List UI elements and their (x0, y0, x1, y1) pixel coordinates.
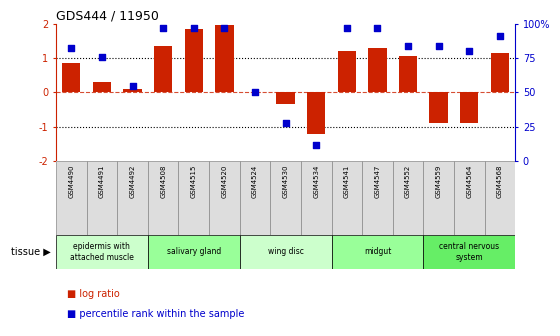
Bar (423, 235, 515, 269)
Bar (423, 161, 454, 235)
Text: GSM4492: GSM4492 (129, 165, 136, 198)
Bar (332, 235, 423, 269)
Text: midgut: midgut (364, 248, 391, 256)
Bar (123, 89, 142, 92)
Bar (491, 53, 509, 92)
Bar (332, 161, 362, 235)
Bar (430, 92, 448, 123)
Point (97, 54, 106, 59)
Bar (270, 161, 301, 235)
Bar (148, 161, 179, 235)
Text: epidermis with
attached muscle: epidermis with attached muscle (70, 242, 134, 262)
Bar (148, 235, 240, 269)
Point (220, 25, 229, 30)
Bar (301, 161, 332, 235)
Point (373, 25, 382, 30)
Bar (117, 161, 148, 235)
Bar (454, 161, 484, 235)
Text: GSM4530: GSM4530 (283, 165, 288, 199)
Text: salivary gland: salivary gland (167, 248, 221, 256)
Text: GSM4524: GSM4524 (252, 165, 258, 198)
Point (434, 43, 443, 48)
Bar (368, 48, 386, 92)
Bar (460, 92, 478, 123)
Point (404, 43, 413, 48)
Bar (338, 51, 356, 92)
Point (158, 25, 167, 30)
Point (250, 90, 259, 95)
Bar (215, 25, 234, 92)
Point (67, 46, 76, 51)
Text: GSM4534: GSM4534 (313, 165, 319, 198)
Text: GSM4520: GSM4520 (221, 165, 227, 198)
Text: GSM4508: GSM4508 (160, 165, 166, 199)
Text: GSM4541: GSM4541 (344, 165, 350, 198)
Bar (484, 161, 515, 235)
Bar (393, 161, 423, 235)
Text: central nervous
system: central nervous system (439, 242, 500, 262)
Bar (93, 82, 111, 92)
Point (465, 48, 474, 54)
Text: GSM4490: GSM4490 (68, 165, 74, 199)
Point (128, 83, 137, 88)
Bar (307, 92, 325, 134)
Text: GSM4552: GSM4552 (405, 165, 411, 198)
Bar (362, 161, 393, 235)
Bar (185, 29, 203, 92)
Point (312, 142, 321, 148)
Text: GSM4547: GSM4547 (375, 165, 380, 198)
Bar (87, 161, 117, 235)
Text: GSM4568: GSM4568 (497, 165, 503, 199)
Bar (56, 161, 87, 235)
Point (342, 25, 351, 30)
Bar (240, 235, 332, 269)
Bar (154, 46, 172, 92)
Bar (399, 56, 417, 92)
Text: wing disc: wing disc (268, 248, 304, 256)
Text: GSM4515: GSM4515 (191, 165, 197, 198)
Text: ■ log ratio: ■ log ratio (67, 289, 120, 299)
Bar (277, 92, 295, 104)
Bar (56, 235, 148, 269)
Text: GDS444 / 11950: GDS444 / 11950 (56, 9, 159, 23)
Bar (240, 161, 270, 235)
Text: ■ percentile rank within the sample: ■ percentile rank within the sample (67, 309, 245, 319)
Point (189, 25, 198, 30)
Text: tissue ▶: tissue ▶ (11, 247, 50, 257)
Text: GSM4491: GSM4491 (99, 165, 105, 199)
Text: GSM4564: GSM4564 (466, 165, 472, 198)
Text: GSM4559: GSM4559 (436, 165, 442, 198)
Bar (209, 161, 240, 235)
Point (496, 33, 505, 39)
Bar (179, 161, 209, 235)
Point (281, 120, 290, 125)
Bar (62, 63, 81, 92)
